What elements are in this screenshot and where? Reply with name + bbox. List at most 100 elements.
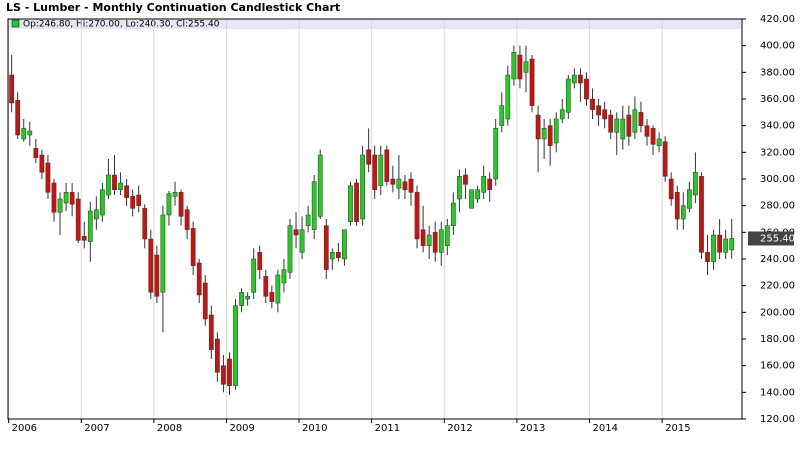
candle-body	[239, 292, 244, 306]
candle-body	[614, 118, 620, 133]
candle-body	[336, 252, 341, 258]
candle-body	[414, 192, 420, 240]
candle-body	[33, 148, 39, 158]
y-tick-label: 400.00	[760, 41, 795, 52]
candle-body	[21, 128, 27, 140]
candle-body	[93, 209, 99, 220]
candle-body	[644, 125, 650, 137]
candle-body	[208, 314, 214, 350]
candle-body	[45, 162, 51, 193]
candle-body	[57, 198, 63, 213]
y-tick-label: 340.00	[760, 121, 795, 132]
candle-body	[384, 149, 390, 182]
candle-body	[196, 262, 202, 296]
candle-body	[293, 229, 299, 236]
candle-body	[378, 154, 384, 186]
candle-body	[81, 236, 87, 241]
candle-body	[650, 128, 656, 145]
candle-body	[112, 174, 117, 190]
last-price-box	[748, 231, 794, 246]
candle-body	[172, 192, 178, 197]
y-tick-label: 280.00	[760, 201, 795, 212]
candle-body	[160, 214, 166, 293]
candle-body	[717, 234, 722, 253]
candle-body	[559, 109, 565, 120]
candle-body	[360, 154, 365, 220]
candle-body	[281, 269, 287, 284]
candle-body	[463, 174, 468, 185]
x-tick-label: 2012	[447, 423, 472, 434]
candle-body	[529, 58, 535, 106]
candle-body	[699, 176, 704, 253]
candle-body	[662, 141, 668, 177]
plot-area	[8, 19, 742, 419]
candle-body	[323, 225, 329, 270]
candle-body	[517, 54, 523, 80]
candle-body	[584, 78, 589, 100]
candle-body	[136, 194, 142, 206]
candle-body	[499, 105, 505, 126]
candle-body	[481, 176, 486, 193]
candle-body	[15, 100, 21, 136]
y-tick-label: 220.00	[760, 281, 795, 292]
candle-body	[142, 208, 148, 240]
candle-body	[432, 232, 438, 253]
candle-body	[626, 114, 632, 137]
candle-body	[75, 198, 81, 241]
candle-body	[63, 192, 69, 204]
candle-body	[438, 229, 444, 253]
y-tick-label: 180.00	[760, 334, 795, 345]
candle-body	[656, 138, 662, 146]
candle-body	[596, 105, 601, 116]
candle-body	[523, 61, 529, 73]
candle-body	[245, 296, 250, 300]
candle-body	[705, 252, 710, 262]
candle-body	[130, 196, 136, 209]
y-tick-label: 160.00	[760, 361, 795, 372]
candle-body	[269, 292, 275, 302]
candle-body	[100, 189, 105, 216]
candle-body	[723, 238, 729, 253]
candle-body	[251, 258, 257, 293]
candle-body	[366, 149, 372, 165]
y-tick-label: 320.00	[760, 147, 795, 158]
candle-body	[354, 182, 359, 222]
x-tick-label: 2009	[229, 423, 254, 434]
candle-body	[287, 225, 293, 273]
candle-body	[638, 112, 644, 126]
candle-body	[221, 365, 226, 385]
candle-body	[215, 338, 220, 373]
candle-body	[118, 182, 123, 190]
candle-body	[711, 234, 716, 262]
y-tick-label: 120.00	[760, 414, 795, 425]
legend-swatch	[11, 19, 20, 28]
y-tick-label: 240.00	[760, 254, 795, 265]
candle-body	[396, 178, 402, 189]
x-tick-label: 2011	[375, 423, 400, 434]
candle-body	[674, 192, 680, 220]
candle-body	[227, 358, 232, 386]
candle-body	[311, 181, 317, 230]
candle-body	[348, 185, 353, 222]
candle-body	[620, 118, 626, 140]
candle-body	[511, 52, 517, 80]
y-tick-label: 140.00	[760, 387, 795, 398]
y-tick-label: 420.00	[760, 14, 795, 25]
candle-body	[27, 130, 33, 136]
candle-body	[154, 254, 160, 297]
candle-body	[632, 109, 638, 133]
x-tick-label: 2015	[665, 423, 690, 434]
y-tick-label: 200.00	[760, 307, 795, 318]
candle-body	[686, 189, 692, 209]
candle-body	[372, 154, 378, 190]
x-tick-label: 2007	[84, 423, 109, 434]
x-tick-label: 2013	[520, 423, 545, 434]
candle-body	[275, 274, 281, 304]
candle-body	[493, 128, 499, 180]
candle-body	[505, 74, 511, 120]
candle-body	[420, 229, 426, 246]
candle-body	[402, 181, 408, 190]
candle-body	[148, 238, 154, 293]
candle-body	[729, 238, 735, 251]
